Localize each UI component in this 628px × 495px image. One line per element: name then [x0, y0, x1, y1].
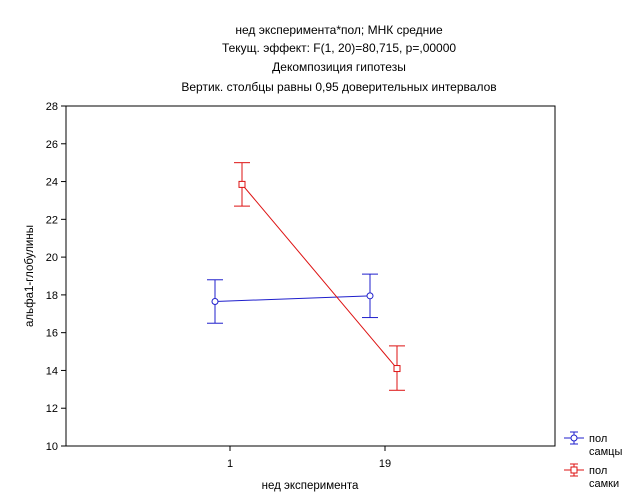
x-tick-label: 19 [379, 458, 391, 470]
series-line [241, 184, 398, 369]
legend-label: самцы [589, 446, 622, 458]
y-tick-label: 16 [46, 328, 58, 340]
chart-title: нед эксперимента*пол; МНК средние Текущ.… [181, 23, 496, 94]
legend-label: самки [589, 478, 619, 490]
title-line-2: Текущ. эффект: F(1, 20)=80,715, p=,00000 [222, 41, 456, 55]
y-tick-label: 22 [46, 214, 58, 226]
series-2 [234, 162, 405, 391]
legend-marker-icon [570, 466, 578, 474]
series-line [214, 295, 371, 302]
legend-marker-icon [570, 434, 578, 442]
x-axis: 1 19 [227, 446, 391, 470]
x-tick-label: 1 [227, 458, 233, 470]
title-line-3: Декомпозиция гипотезы [272, 60, 406, 74]
y-tick-label: 12 [46, 403, 58, 415]
y-axis: 10 12 14 16 18 20 22 24 26 28 [46, 101, 66, 453]
data-point [238, 180, 246, 188]
x-axis-label: нед эксперимента [262, 480, 359, 492]
data-point [393, 365, 401, 373]
series-1 [207, 273, 378, 324]
y-tick-label: 26 [46, 139, 58, 151]
title-line-1: нед эксперимента*пол; МНК средние [235, 23, 443, 37]
y-tick-label: 28 [46, 101, 58, 113]
y-tick-label: 14 [46, 365, 58, 377]
y-tick-label: 20 [46, 252, 58, 264]
data-point [211, 298, 219, 305]
y-tick-label: 18 [46, 290, 58, 302]
title-line-4: Вертик. столбцы равны 0,95 доверительных… [181, 80, 496, 94]
y-tick-label: 10 [46, 441, 58, 453]
legend-label: пол [589, 433, 607, 445]
series-group [207, 162, 405, 391]
y-axis-label: альфа1-глобулины [24, 225, 36, 327]
legend-label: пол [589, 465, 607, 477]
plot-area [65, 105, 556, 447]
data-point [366, 292, 374, 300]
y-tick-label: 24 [46, 177, 58, 189]
